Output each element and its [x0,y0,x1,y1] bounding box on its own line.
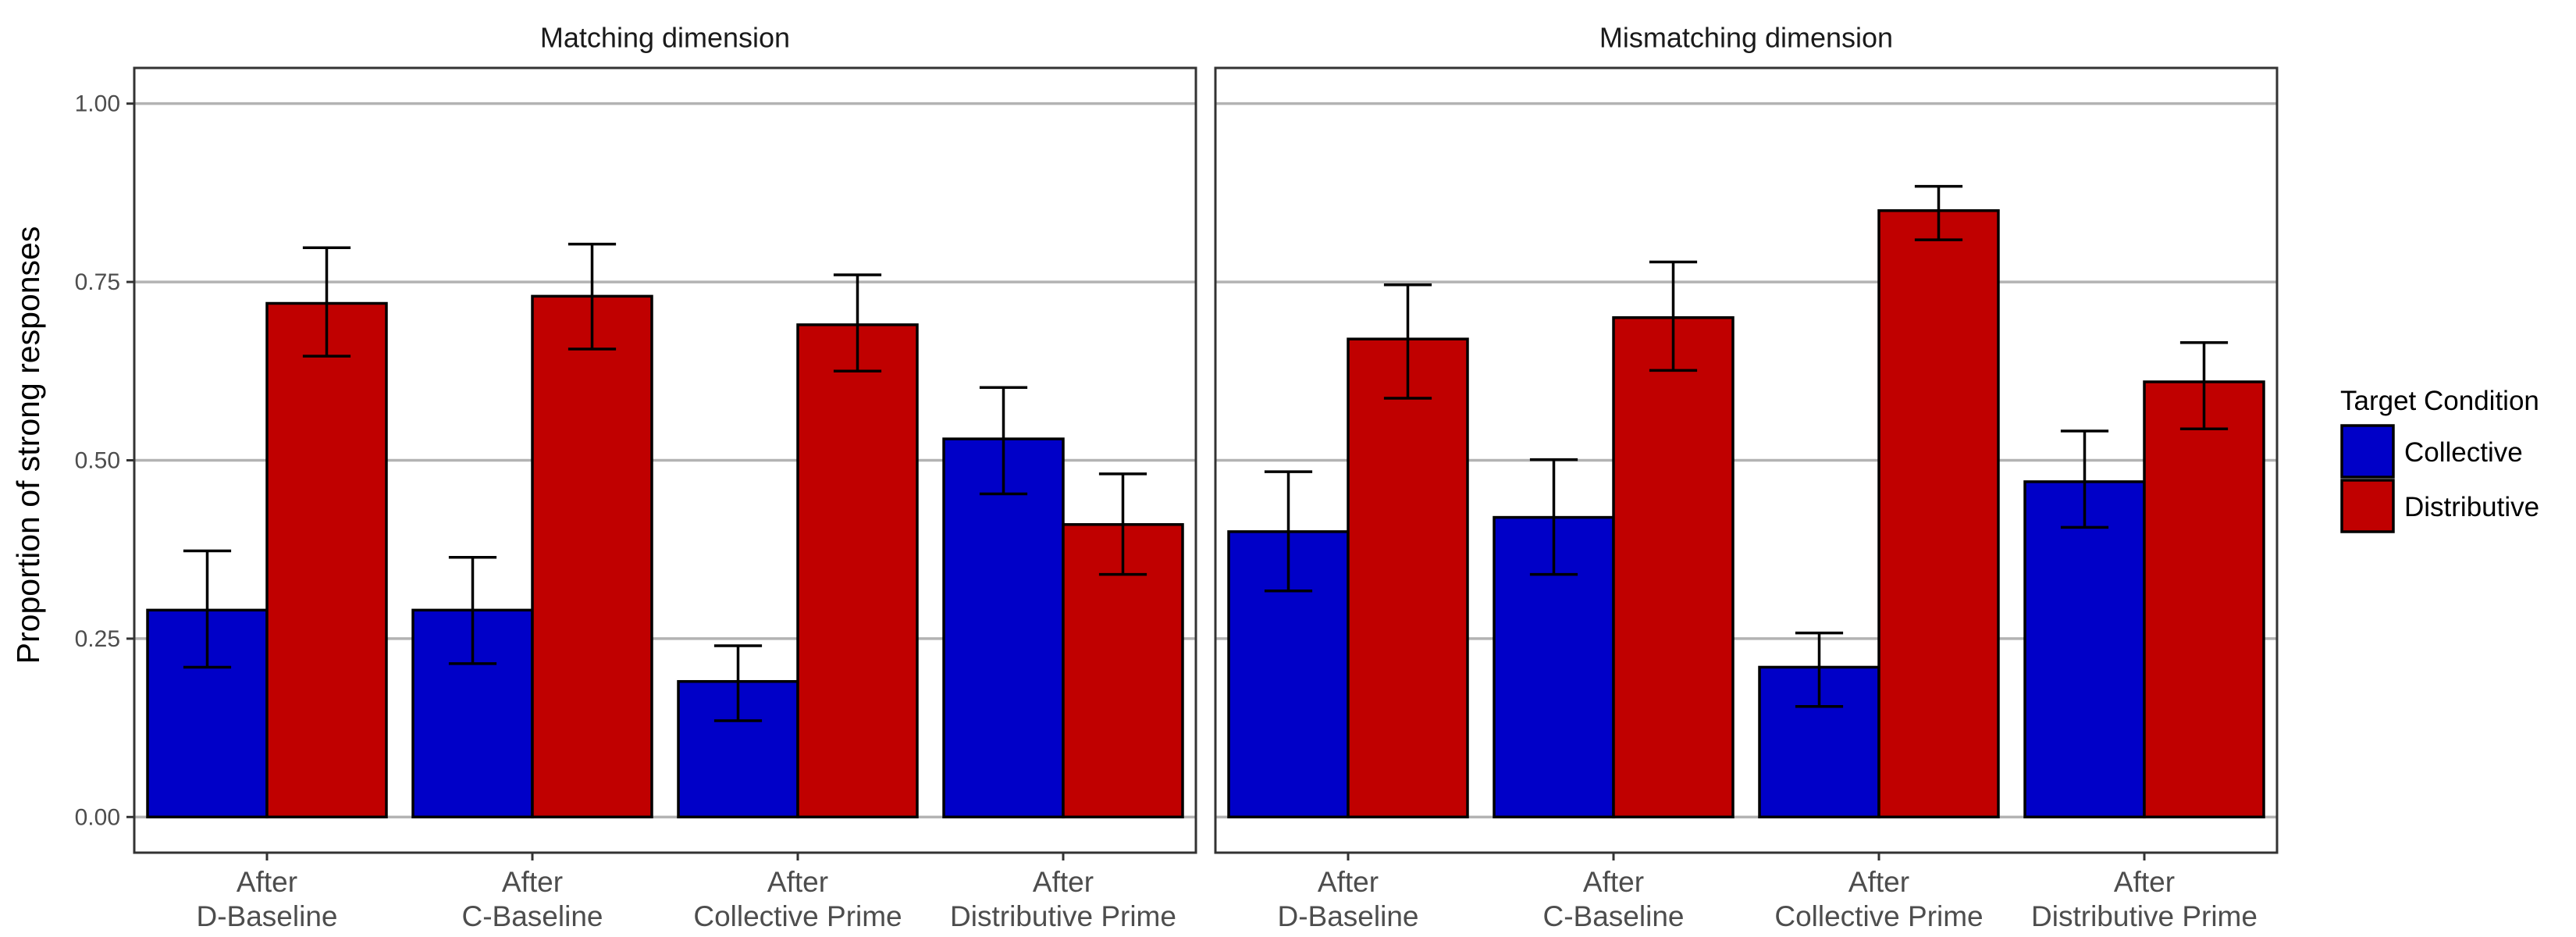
error-bar [979,386,1028,496]
error-bar [1649,260,1698,372]
panel-title: Mismatching dimension [1599,22,1893,54]
y-axis-label: Proportion of strong responses [10,226,46,664]
x-tick-label: After Distributive Prime [950,866,1176,932]
error-bar [1914,184,1963,241]
panel-title: Matching dimension [540,22,790,54]
bar-distributive [796,323,919,819]
panel-2: Mismatching dimension After D-Baseline Afte… [1214,22,2279,932]
panel-1: Matching dimension After D-Baseline After C-… [133,22,1197,932]
bar-distributive [265,301,388,819]
x-tick-label: After Collective Prime [1774,866,1983,932]
error-bar [713,644,763,722]
bar-distributive [2143,380,2265,819]
bar-distributive [1877,208,2000,819]
x-tick-label: After C-Baseline [462,866,603,932]
bar-distributive [1347,337,1469,819]
x-tick-label: After Collective Prime [693,866,902,932]
panel-border [1214,66,2279,854]
legend-key-collective [2340,424,2395,479]
error-bar [448,556,497,665]
error-bar [302,246,351,358]
bar-distributive [1612,316,1735,819]
error-bar [1383,283,1432,400]
error-bar [183,549,232,669]
x-tick-label: After D-Baseline [1278,866,1419,932]
legend-key-distributive [2340,479,2395,533]
x-tick-label: After C-Baseline [1543,866,1685,932]
bar-distributive [531,294,653,819]
y-tick-label: 0.50 [75,448,120,474]
legend-label: Distributive [2404,492,2539,522]
legend-label: Collective [2404,437,2523,468]
y-tick-label: 0.25 [75,626,120,652]
error-bar [1795,631,1844,708]
legend: Target Condition Collective Distributive [2340,386,2539,533]
x-tick-label: After Distributive Prime [2031,866,2258,932]
error-bar [2060,429,2109,529]
bar-collective [2023,480,2146,819]
x-tick-label: After D-Baseline [197,866,338,932]
error-bar [1529,458,1578,576]
error-bar [833,273,882,373]
bar-collective [942,437,1065,819]
legend-title: Target Condition [2340,386,2539,416]
error-bar [1098,472,1147,576]
y-tick-label: 0.75 [75,269,120,295]
error-bar [1264,470,1313,593]
error-bar [2179,341,2229,431]
y-tick-label: 0.00 [75,804,120,830]
y-tick-label: 1.00 [75,91,120,117]
error-bar [568,242,617,351]
